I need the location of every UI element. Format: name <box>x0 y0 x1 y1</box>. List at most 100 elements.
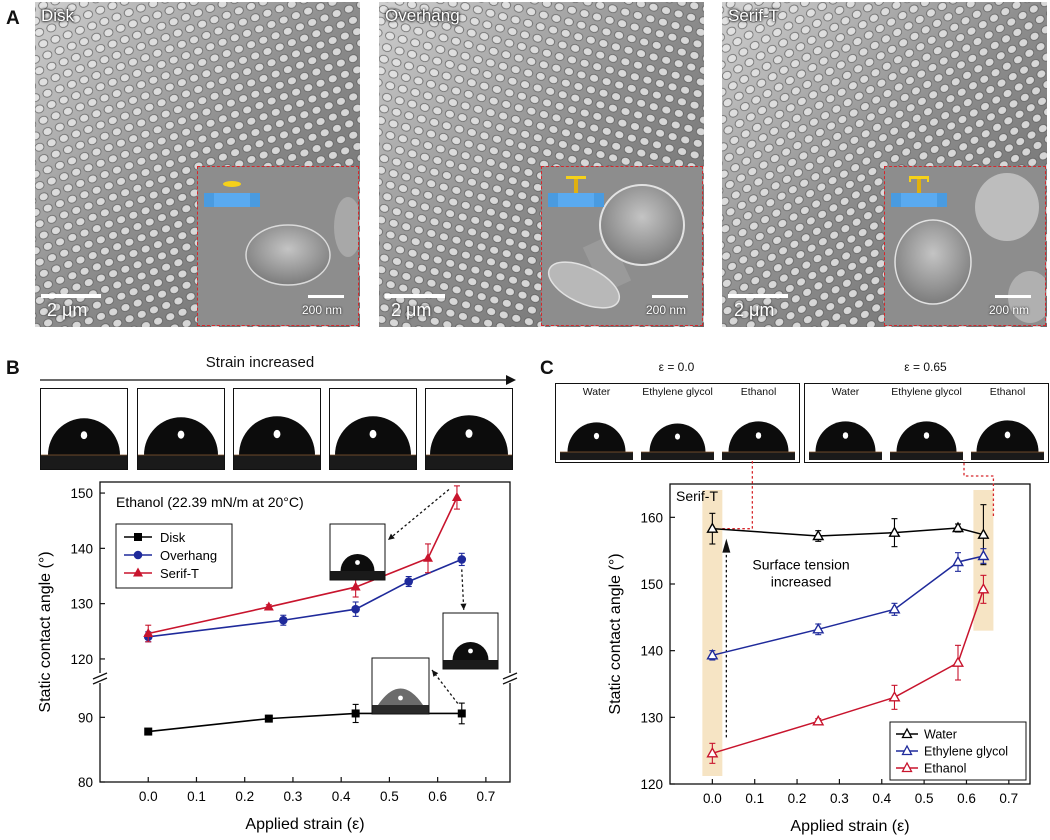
x-tick-label: 0.1 <box>745 791 764 806</box>
inset-scale-bar <box>308 295 344 298</box>
inset-seriff: 200 nm <box>884 166 1046 326</box>
legend-entry: Water <box>924 728 957 742</box>
liquid-label: Water <box>831 386 860 398</box>
y-tick-label: 130 <box>70 597 93 612</box>
arrow-disk <box>431 669 459 704</box>
data-point <box>888 690 901 702</box>
data-point <box>888 602 901 614</box>
data-point <box>144 727 153 736</box>
x-tick-label: 0.0 <box>703 791 722 806</box>
sem-label: Overhang <box>385 6 460 25</box>
data-point <box>404 577 414 586</box>
data-point <box>888 526 901 537</box>
liquid-label: Ethanol <box>989 386 1026 398</box>
chart-title: Ethanol (22.39 mN/m at 20°C) <box>116 494 304 510</box>
plot-frame <box>99 481 511 783</box>
droplet-icon <box>890 400 963 460</box>
inset-disk: 200 nm <box>197 166 359 326</box>
data-point <box>706 746 719 758</box>
legend-entry: Disk <box>160 530 186 545</box>
data-point <box>812 622 825 634</box>
droplet-icon <box>722 400 795 460</box>
arrow-serif-t <box>387 488 450 541</box>
strain-group-title: ε = 0.0 <box>658 360 695 374</box>
legend-entry: Ethylene glycol <box>924 745 1008 759</box>
chart-inset-droplet-serif-t <box>329 523 386 581</box>
series-water <box>706 504 990 566</box>
data-point <box>278 615 288 625</box>
droplet-frame <box>40 388 128 470</box>
x-tick-label: 0.7 <box>476 789 495 804</box>
y-tick-label: 80 <box>78 775 93 790</box>
data-point <box>952 656 964 667</box>
y-tick-label: 150 <box>70 486 93 501</box>
x-tick-label: 0.6 <box>428 789 447 804</box>
inset-scale-bar <box>995 295 1031 298</box>
y-tick-label: 150 <box>640 577 663 592</box>
x-tick-label: 0.5 <box>380 789 399 804</box>
panel-c-letter: C <box>540 358 554 379</box>
y-axis-label: Static contact angle (°) <box>37 551 54 712</box>
inset-scale-label: 200 nm <box>302 303 343 317</box>
arrow-surface-tension <box>722 538 731 738</box>
inset-scale-bar <box>652 295 688 298</box>
y-tick-label: 90 <box>78 710 93 725</box>
y-tick-label: 120 <box>640 777 663 792</box>
panel-b-letter: B <box>6 358 20 379</box>
data-point <box>977 528 990 539</box>
droplet-icon <box>560 400 633 460</box>
liquid-label: Ethanol <box>740 386 777 398</box>
series-line <box>712 527 984 537</box>
x-tick-label: 0.1 <box>187 789 206 804</box>
droplet-frame <box>233 388 321 470</box>
scale-bar-label: 2 μm <box>391 300 432 320</box>
droplet-icon <box>641 400 714 460</box>
scale-bar <box>41 294 101 298</box>
series-ethylene-glycol <box>706 548 990 661</box>
inset-overhang: 200 nm <box>541 166 703 326</box>
x-tick-label: 0.3 <box>830 791 849 806</box>
droplet-frame <box>137 388 225 470</box>
droplet-frame <box>425 388 513 470</box>
y-tick-label: 160 <box>640 510 663 525</box>
y-tick-label: 140 <box>70 541 93 556</box>
chart-c: 0.0 0.1 0.2 0.3 0.4 0.5 0.6 0.7 120 130 140 150 160 A… <box>607 460 1031 835</box>
data-point <box>350 581 361 591</box>
liquid-label: Ethylene glycol <box>642 386 713 398</box>
data-point <box>264 714 273 723</box>
droplet-icon <box>971 400 1044 460</box>
data-point <box>952 521 964 533</box>
droplet-icon <box>330 389 416 469</box>
chart-b: 0.0 0.1 0.2 0.3 0.4 0.5 0.6 0.7 120 130 140 150 80 90… <box>37 481 518 833</box>
data-point <box>952 555 964 567</box>
data-point <box>423 552 433 562</box>
x-axis-label: Applied strain (ε) <box>245 816 364 833</box>
connector-strain-065 <box>963 460 995 516</box>
data-point <box>351 604 360 614</box>
y-tick-label: 120 <box>70 652 93 667</box>
legend: Water Ethylene glycol Ethanol <box>889 721 1027 781</box>
data-point <box>977 582 990 594</box>
sem-texture <box>35 2 360 327</box>
data-point <box>706 648 719 660</box>
legend-entry: Serif-T <box>160 566 199 581</box>
x-tick-label: 0.6 <box>957 791 976 806</box>
strain-arrow-label: Strain increased <box>205 354 315 371</box>
droplet-icon <box>138 389 224 469</box>
droplet-icon <box>41 389 127 469</box>
x-tick-label: 0.2 <box>235 789 254 804</box>
data-point <box>143 628 154 638</box>
axis-break <box>92 672 518 685</box>
series-line <box>148 712 462 733</box>
connector-strain-0 <box>722 460 754 530</box>
x-tick-label: 0.5 <box>915 791 934 806</box>
y-tick-label: 130 <box>640 710 663 725</box>
scale-bar <box>728 294 788 298</box>
scale-bar-label: 2 μm <box>734 300 775 320</box>
chart-title: Serif-T <box>676 488 718 504</box>
sem-image-disk: Disk 2 μm 200 nm <box>35 2 360 327</box>
data-point <box>457 709 466 718</box>
x-axis-label: Applied strain (ε) <box>790 818 909 835</box>
data-point <box>263 601 274 611</box>
inset-scale-label: 200 nm <box>989 303 1030 317</box>
